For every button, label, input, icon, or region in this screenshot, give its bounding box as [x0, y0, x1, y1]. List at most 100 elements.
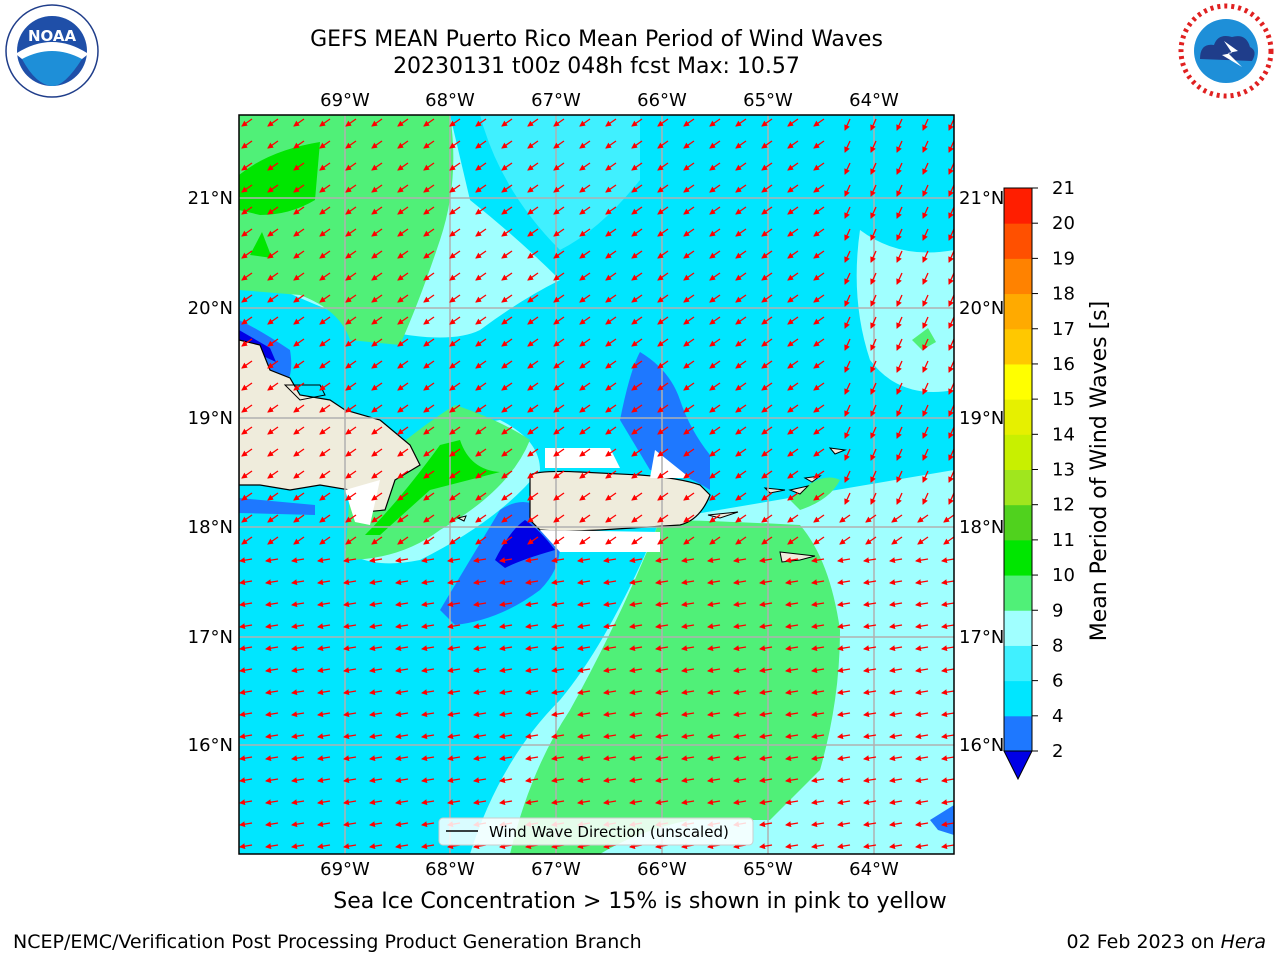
- wind-arrow: [631, 316, 643, 325]
- wind-arrow: [397, 404, 409, 413]
- wind-arrow: [267, 140, 279, 149]
- wind-arrow: [293, 360, 305, 369]
- wind-arrow: [527, 206, 539, 215]
- wind-arrow: [605, 250, 617, 259]
- wind-arrow: [473, 799, 487, 806]
- wind-arrow: [759, 601, 773, 608]
- wind-arrow: [733, 755, 747, 762]
- wind-arrow: [421, 843, 435, 850]
- wind-arrow: [579, 118, 591, 127]
- wind-arrow: [896, 250, 903, 263]
- noaa-logo-text: NOAA: [28, 27, 77, 45]
- wind-arrow: [473, 667, 487, 674]
- wind-arrow: [395, 777, 409, 784]
- wind-arrow: [369, 733, 383, 740]
- wind-arrow: [655, 557, 669, 564]
- wind-arrow: [603, 777, 617, 784]
- wind-arrow: [941, 799, 954, 806]
- wind-arrow: [525, 755, 539, 762]
- wind-arrow: [785, 601, 799, 608]
- wind-arrow: [733, 777, 747, 784]
- wind-arrow: [345, 470, 357, 479]
- wind-arrow: [837, 711, 851, 718]
- wind-arrow: [870, 228, 877, 241]
- wind-arrow: [319, 338, 331, 347]
- wind-arrow: [317, 645, 331, 652]
- wind-arrow: [293, 492, 305, 501]
- wind-arrow: [241, 536, 253, 545]
- wind-arrow: [345, 360, 357, 369]
- wind-arrow: [345, 118, 357, 127]
- wind-arrow: [683, 118, 695, 127]
- wind-arrow: [317, 777, 331, 784]
- wind-arrow: [397, 338, 409, 347]
- wind-arrow: [683, 382, 695, 391]
- wind-arrow: [267, 536, 279, 545]
- wind-arrow: [395, 579, 409, 586]
- wind-arrow: [317, 711, 331, 718]
- wind-arrow: [293, 162, 305, 171]
- wind-arrow: [603, 601, 617, 608]
- wind-arrow: [787, 448, 799, 457]
- wind-arrow: [631, 470, 643, 479]
- wind-arrow: [605, 448, 617, 457]
- wind-arrow: [397, 382, 409, 391]
- wind-arrow: [707, 579, 721, 586]
- wind-arrow: [681, 733, 695, 740]
- wind-arrow: [943, 514, 954, 523]
- wind-arrow: [449, 404, 461, 413]
- wind-arrow: [948, 272, 954, 285]
- wind-arrow: [579, 316, 591, 325]
- wind-arrow: [896, 360, 903, 373]
- wind-arrow: [345, 514, 357, 523]
- wind-arrow: [922, 184, 929, 197]
- wind-arrow: [447, 755, 461, 762]
- wind-arrow: [449, 492, 461, 501]
- wind-arrow: [761, 536, 773, 545]
- wind-arrow: [293, 140, 305, 149]
- wind-arrow: [837, 799, 851, 806]
- wind-arrow: [844, 206, 851, 219]
- wind-arrow: [475, 206, 487, 215]
- wind-arrow: [733, 623, 747, 630]
- wind-arrow: [577, 557, 591, 564]
- wind-arrow: [293, 316, 305, 325]
- wind-arrow: [709, 360, 721, 369]
- wind-arrow: [501, 426, 513, 435]
- white-patch-ne-pr: [650, 450, 690, 478]
- wind-arrow: [655, 777, 669, 784]
- wind-arrow: [657, 338, 669, 347]
- wind-arrow: [683, 162, 695, 171]
- wind-arrow: [889, 755, 903, 762]
- wind-arrow: [475, 294, 487, 303]
- wind-arrow: [345, 294, 357, 303]
- wind-arrow: [241, 228, 253, 237]
- wind-arrow: [605, 184, 617, 193]
- wind-arrow: [499, 645, 513, 652]
- wind-arrow: [761, 514, 773, 523]
- wind-arrow: [735, 140, 747, 149]
- wind-arrow: [837, 557, 851, 564]
- wind-arrow: [319, 272, 331, 281]
- wind-arrow: [837, 579, 851, 586]
- wind-arrow: [397, 470, 409, 479]
- wind-arrow: [759, 799, 773, 806]
- wind-arrow: [813, 492, 825, 501]
- wind-arrow: [813, 470, 825, 479]
- wind-arrow: [369, 755, 383, 762]
- wind-arrow: [527, 426, 539, 435]
- wind-arrow: [889, 601, 903, 608]
- wind-arrow: [239, 623, 253, 630]
- wind-arrow: [371, 470, 383, 479]
- wind-arrow: [870, 206, 877, 219]
- wind-arrow: [785, 821, 799, 828]
- wind-arrow: [241, 514, 253, 523]
- wind-arrow: [291, 799, 305, 806]
- wind-arrow: [319, 404, 331, 413]
- wind-arrow: [343, 733, 357, 740]
- wind-arrow: [785, 667, 799, 674]
- wind-arrow: [813, 228, 825, 237]
- wind-arrow: [395, 601, 409, 608]
- wind-arrow: [922, 228, 929, 241]
- wind-arrow: [527, 404, 539, 413]
